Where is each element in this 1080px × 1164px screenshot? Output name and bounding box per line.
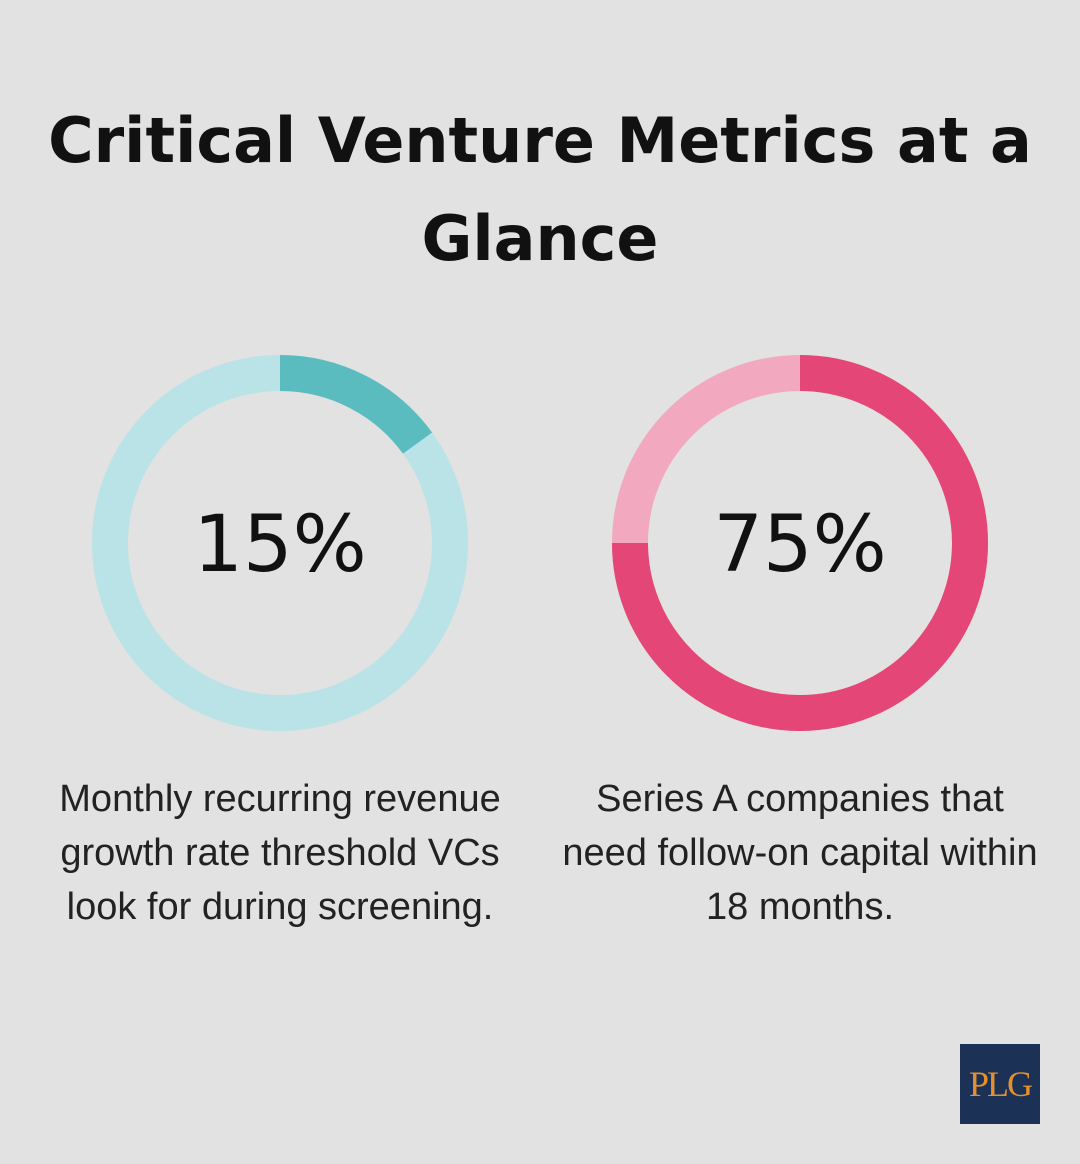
donut-arc xyxy=(612,355,988,731)
donut-arc xyxy=(279,355,433,454)
logo: PLG xyxy=(960,1044,1040,1124)
description: Monthly recurring revenue growth rate th… xyxy=(59,778,501,928)
description: Series A companies that need follow-on c… xyxy=(562,778,1038,928)
value-label: 75% xyxy=(713,500,886,590)
metric-panel: 75% Series A companies that need follow-o… xyxy=(540,350,1060,970)
donut-chart: 15% xyxy=(92,355,468,731)
donut-chart: 75% xyxy=(612,355,988,731)
metric-panel: 15% Monthly recurring revenue growth rate… xyxy=(20,350,540,970)
title: Critical Venture Metrics at a Glance xyxy=(48,104,1032,275)
value-label: 15% xyxy=(193,500,366,590)
